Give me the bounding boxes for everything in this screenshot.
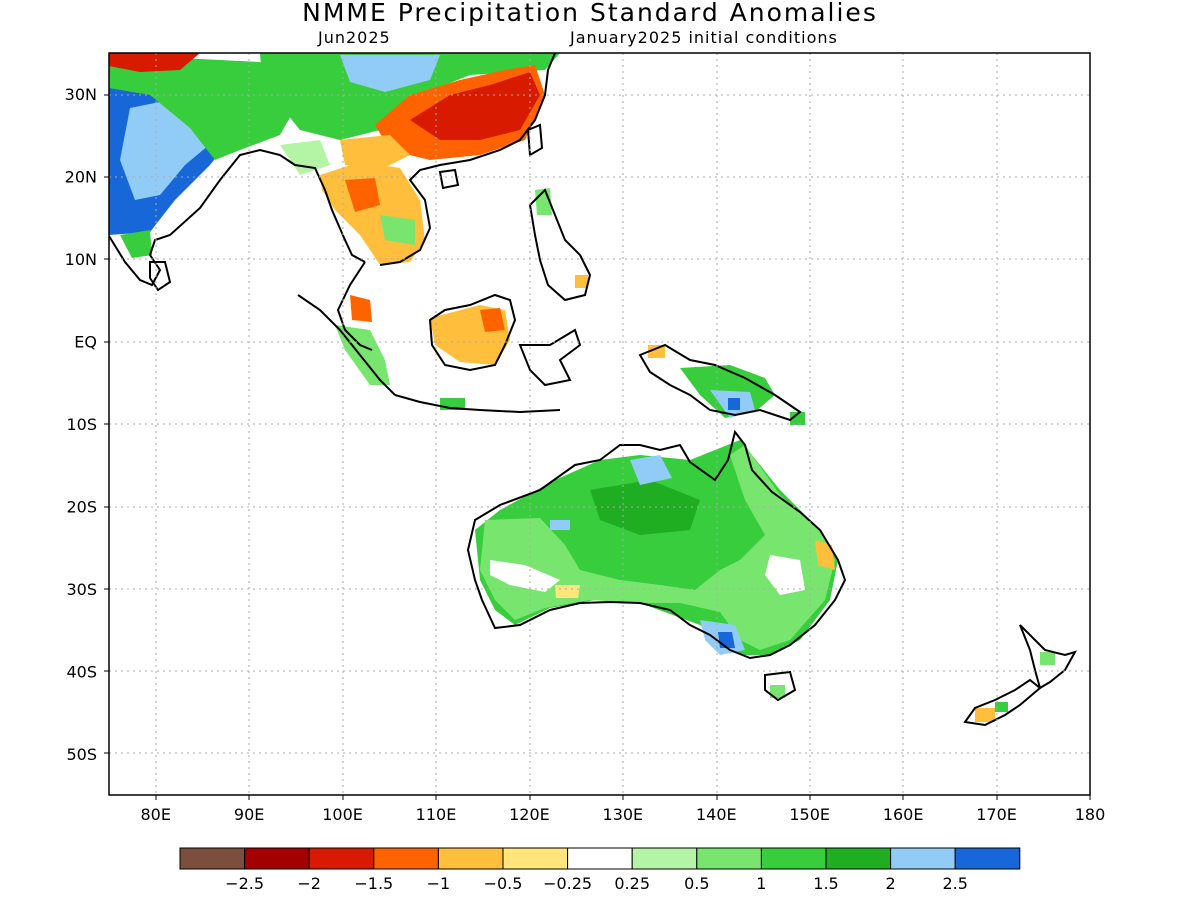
- colorbar-label: 1.5: [813, 874, 838, 893]
- coast-sri-lanka: [149, 261, 172, 292]
- colorbar-label: −2.5: [225, 874, 264, 893]
- lon-label: 90E: [234, 805, 264, 824]
- anomaly-australia-white: [490, 560, 560, 592]
- coast-nz-south: [963, 678, 1042, 727]
- lon-label: 160E: [883, 805, 924, 824]
- colorbar-label: 0.25: [614, 874, 650, 893]
- colorbar-swatch: [760, 847, 827, 870]
- coast-sulawesi: [518, 328, 582, 387]
- coast-philippines: [528, 188, 592, 302]
- map-title: NMME Precipitation Standard Anomalies: [302, 0, 878, 27]
- axis-ticks: [104, 94, 1091, 800]
- lon-label: 180: [1075, 805, 1106, 824]
- lat-label: 20S: [66, 497, 97, 516]
- coast-hainan: [438, 168, 460, 190]
- colorbar-label: 1: [756, 874, 766, 893]
- colorbar-swatch: [567, 847, 633, 870]
- colorbar-swatch: [631, 847, 698, 870]
- colorbar-swatch: [373, 847, 439, 870]
- colorbar: −2.5 −2 −1.5 −1 −0.5 −0.25 0.25 0.5 1 1.5 2 2.5: [179, 847, 1021, 893]
- colorbar-swatch: [954, 847, 1021, 870]
- colorbar-label: 2.5: [942, 874, 967, 893]
- coast-taiwan: [526, 123, 544, 157]
- longitude-labels: 80E 90E 100E 110E 120E 130E 140E 150E 160E 170E 18…: [140, 805, 1105, 824]
- map-frame: [108, 52, 1091, 796]
- coast-australia: [466, 429, 847, 660]
- coast-java: [394, 394, 561, 414]
- lon-label: 150E: [789, 805, 830, 824]
- coast-new-guinea: [638, 343, 802, 422]
- anomaly-south-china-red: [410, 72, 540, 140]
- lat-label: 10N: [65, 250, 97, 269]
- coast-malay-peninsula: [336, 261, 373, 351]
- lon-label: 170E: [976, 805, 1017, 824]
- lat-lon-grid: [109, 53, 1090, 795]
- anomaly-australia-lightgreen: [480, 445, 835, 650]
- anomaly-himalaya-green: [109, 58, 300, 160]
- anomaly-china-lightblue: [340, 55, 440, 92]
- colorbar-swatch: [825, 847, 892, 870]
- coast-indochina: [379, 53, 556, 266]
- lat-label: 40S: [66, 662, 97, 681]
- colorbar-label: −2: [297, 874, 321, 893]
- colorbar-swatch: [244, 847, 310, 870]
- lat-label: EQ: [74, 333, 97, 352]
- colorbar-swatch: [502, 847, 569, 870]
- colorbar-swatch: [179, 847, 246, 870]
- anomaly-fields: [109, 53, 1055, 722]
- colorbar-swatch: [437, 847, 504, 870]
- colorbar-swatch: [696, 847, 762, 870]
- lon-label: 100E: [322, 805, 363, 824]
- coast-nz-north: [1019, 624, 1078, 690]
- coast-borneo: [428, 293, 517, 372]
- colorbar-swatch: [308, 847, 375, 870]
- colorbar-label: −1.5: [354, 874, 393, 893]
- lon-label: 120E: [509, 805, 550, 824]
- lon-label: 140E: [696, 805, 737, 824]
- latitude-labels: 30N 20N 10N EQ 10S 20S 30S 40S 50S: [65, 85, 97, 764]
- coast-tasmania: [764, 670, 797, 702]
- lat-label: 10S: [66, 415, 97, 434]
- lon-label: 80E: [140, 805, 170, 824]
- coastlines: [109, 53, 1078, 727]
- colorbar-swatch: [890, 847, 956, 870]
- anomaly-north-red: [109, 53, 200, 72]
- lon-label: 130E: [603, 805, 644, 824]
- lat-label: 50S: [66, 745, 97, 764]
- lat-label: 20N: [65, 168, 97, 187]
- colorbar-label: 2: [886, 874, 896, 893]
- colorbar-label: 0.5: [684, 874, 709, 893]
- colorbar-label: −1: [427, 874, 451, 893]
- lat-label: 30S: [66, 580, 97, 599]
- forecast-month: Jun2025: [318, 28, 391, 47]
- lon-label: 110E: [416, 805, 457, 824]
- initial-conditions: January2025 initial conditions: [570, 28, 838, 47]
- lat-label: 30N: [65, 85, 97, 104]
- colorbar-label: −0.25: [543, 874, 592, 893]
- colorbar-label: −0.5: [484, 874, 523, 893]
